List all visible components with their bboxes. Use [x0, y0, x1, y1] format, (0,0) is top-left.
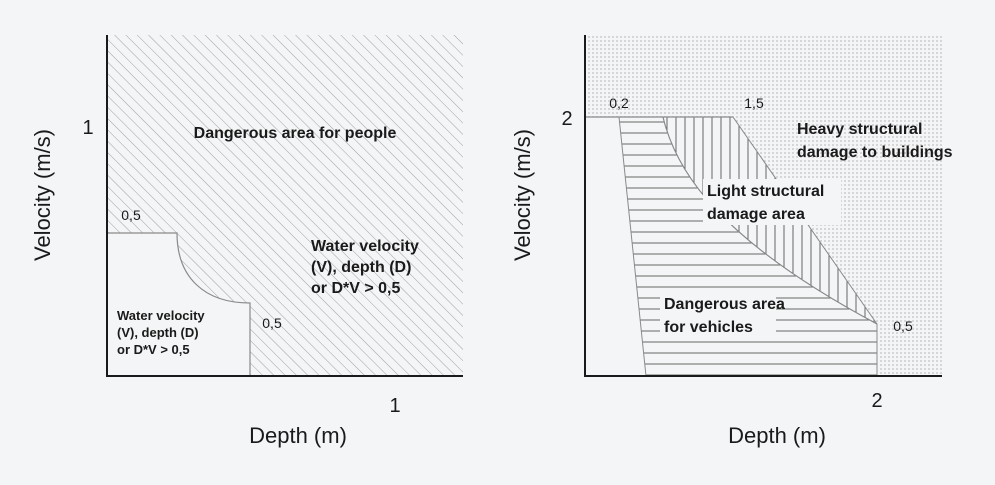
left-x-axis-label: Depth (m) [249, 423, 347, 448]
vehicles-line-2: for vehicles [664, 319, 753, 336]
left-y-tick: 1 [82, 117, 93, 139]
heavy-damage-line-2: damage to buildings [797, 144, 953, 161]
right-label-1-5: 1,5 [744, 95, 764, 111]
right-y-axis-label: Velocity (m/s) [510, 129, 535, 261]
light-damage-line-2: damage area [707, 206, 805, 223]
safe-region [106, 232, 251, 377]
light-damage-label-bg [703, 179, 841, 225]
vehicles-label-bg [660, 292, 776, 338]
right-y-tick: 2 [561, 108, 572, 130]
safe-cond-line-3: or D*V > 0,5 [117, 342, 190, 357]
safe-cond-line-1: Water velocity [117, 308, 205, 323]
right-x-axis-label: Depth (m) [728, 423, 826, 448]
danger-cond-line-1: Water velocity [311, 238, 419, 255]
left-y-axis-label: Velocity (m/s) [30, 129, 55, 261]
heavy-damage-line-1: Heavy structural [797, 121, 922, 138]
left-x-tick: 1 [389, 395, 400, 417]
danger-people-label: Dangerous area for people [194, 125, 397, 142]
right-chart: 2 2 Velocity (m/s) Depth (m) 0,2 1,5 0,5… [510, 35, 953, 448]
right-label-0-2: 0,2 [609, 95, 629, 111]
left-vel-threshold-label: 0,5 [121, 207, 141, 223]
light-damage-line-1: Light structural [707, 183, 824, 200]
right-x-tick: 2 [871, 390, 882, 412]
safe-cond-line-2: (V), depth (D) [117, 325, 199, 340]
vehicles-line-1: Dangerous area [664, 296, 785, 313]
danger-cond-line-3: or D*V > 0,5 [311, 280, 400, 297]
right-label-0-5: 0,5 [893, 318, 913, 334]
danger-cond-line-2: (V), depth (D) [311, 259, 411, 276]
left-chart: 1 1 Velocity (m/s) Depth (m) 0,5 0,5 Dan… [30, 35, 463, 448]
left-depth-threshold-label: 0,5 [262, 315, 282, 331]
